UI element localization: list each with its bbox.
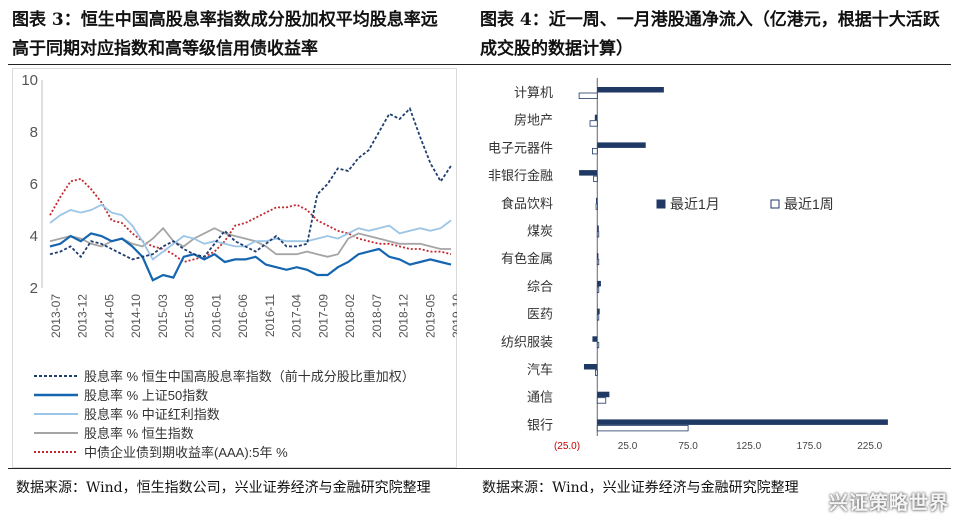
bar-month (596, 253, 599, 259)
bar-week (589, 120, 598, 127)
bar-week (578, 92, 598, 99)
legend-label: 中债企业债到期收益率(AAA):5年 % (84, 445, 288, 460)
x-tick-label: 2018-07 (370, 294, 384, 338)
legend-label: 最近1周 (784, 196, 834, 212)
series-line-4 (49, 177, 452, 263)
category-label: 有色金属 (501, 251, 553, 266)
bar-week (596, 286, 600, 293)
x-tick-label: 2019-05 (423, 294, 437, 338)
bar-week (592, 148, 598, 155)
bar-week (593, 175, 598, 182)
legend-label: 股息率 % 中证红利指数 (84, 407, 220, 422)
y-tick-label: 2 (30, 280, 38, 297)
x-tick-label: 2017-09 (316, 294, 330, 338)
x-tick-label: 2017-04 (290, 294, 304, 338)
bar-week (595, 369, 598, 376)
x-tick-label: 2015-08 (183, 294, 197, 338)
series-line-2 (49, 203, 452, 261)
x-tick-label: 2018-12 (397, 294, 411, 338)
y-tick-label: 4 (30, 228, 38, 245)
bar-month (592, 336, 598, 342)
right-chart-title: 图表 4：近一周、一月港股通净流入（亿港元，根据十大活跃成交股的数据计算） (480, 10, 940, 59)
bar-month (597, 419, 888, 425)
left-chart-title: 图表 3：恒生中国高股息率指数成分股加权平均股息率远高于同期对应指数和高等级信用… (12, 10, 438, 59)
category-label: 房地产 (514, 113, 553, 128)
x-tick-label: 2015-03 (156, 294, 170, 338)
bar-week (596, 341, 600, 349)
x-tick-label: 2013-07 (49, 294, 63, 338)
x-tick-label: 2016-06 (236, 294, 250, 338)
category-label: 汽车 (527, 362, 553, 377)
bar-week (595, 203, 598, 210)
legend-label: 最近1月 (670, 196, 720, 212)
x-tick-label: 25.0 (618, 441, 638, 452)
legend-swatch (770, 199, 780, 209)
x-tick-label: 2016-01 (209, 294, 223, 338)
y-tick-label: 6 (30, 176, 38, 193)
series-line-0 (49, 106, 452, 261)
legend-label: 股息率 % 恒生中国高股息率指数（前十成分股比重加权） (84, 369, 415, 384)
bar-week (596, 231, 600, 238)
bar-week (596, 314, 600, 321)
x-tick-label: 2016-11 (263, 294, 277, 337)
bar-month (596, 197, 598, 204)
legend-swatch (656, 199, 666, 209)
x-tick-label: (25.0) (554, 441, 580, 452)
x-tick-label: 2018-02 (343, 294, 357, 338)
x-tick-label: 2013-12 (76, 294, 90, 338)
bar-month (594, 114, 598, 121)
legend-label: 股息率 % 上证50指数 (84, 388, 208, 403)
watermark: 兴证策略世界 (828, 492, 949, 514)
bar-chart: 计算机房地产电子元器件非银行金融食品饮料煤炭有色金属综合医药纺织服装汽车通信银行… (488, 78, 888, 452)
category-label: 医药 (527, 307, 553, 322)
series-line-1 (49, 232, 452, 282)
bar-month (597, 225, 599, 231)
series-line-3 (49, 226, 451, 258)
right-source-note: 数据来源：Wind，兴业证券经济与金融研究院整理 (482, 480, 799, 496)
category-label: 非银行金融 (488, 168, 553, 183)
x-tick-label: 2014-10 (129, 294, 143, 338)
x-tick-label: 75.0 (678, 441, 698, 452)
bar-month (597, 87, 664, 93)
category-label: 食品饮料 (501, 196, 553, 211)
line-chart: 2 4 6 8 10 2013-07 2013-12 2014-05 2014-10 2015-0… (12, 68, 457, 468)
bar-week (596, 397, 607, 404)
x-tick-label: 2014-05 (102, 294, 116, 338)
x-tick-label: 125.0 (736, 441, 761, 452)
legend-label: 股息率 % 恒生指数 (84, 426, 194, 441)
y-tick-label: 8 (30, 124, 38, 141)
bar-week (596, 424, 689, 432)
category-label: 纺织服装 (501, 334, 553, 349)
category-label: 计算机 (514, 85, 553, 100)
bar-month (597, 142, 646, 148)
top-divider (8, 64, 951, 65)
category-label: 综合 (527, 279, 553, 294)
bar-month (597, 308, 600, 315)
x-tick-label: 225.0 (857, 441, 882, 452)
category-label: 电子元器件 (488, 140, 553, 155)
bar-month (583, 364, 598, 370)
chart-frame (12, 68, 457, 468)
category-label: 银行 (527, 417, 553, 432)
bar-month (579, 170, 598, 176)
y-tick-label: 10 (21, 72, 38, 89)
left-source-note: 数据来源：Wind，恒生指数公司，兴业证券经济与金融研究院整理 (16, 480, 431, 496)
category-label: 通信 (527, 390, 553, 405)
x-tick-label: 2019-10 (450, 294, 457, 338)
bar-month (597, 280, 601, 287)
category-label: 煤炭 (527, 224, 553, 239)
x-tick-label: 175.0 (797, 441, 822, 452)
bar-week (596, 258, 600, 266)
bottom-divider (8, 468, 951, 469)
bar-month (597, 391, 610, 398)
